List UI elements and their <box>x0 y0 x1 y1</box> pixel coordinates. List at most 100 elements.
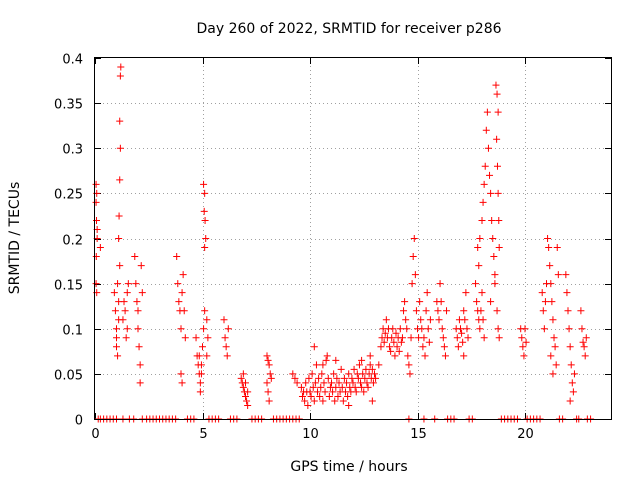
data-point <box>540 325 548 333</box>
data-point <box>192 334 200 342</box>
y-tick-label: 0.05 <box>54 369 83 384</box>
data-point <box>388 334 396 342</box>
data-point <box>567 361 575 369</box>
data-point <box>479 316 487 324</box>
data-point <box>464 334 472 342</box>
data-point <box>488 216 496 224</box>
data-point <box>547 352 555 360</box>
data-point <box>419 343 427 351</box>
data-point <box>138 289 146 297</box>
data-point <box>554 271 562 279</box>
data-point <box>461 316 469 324</box>
data-point <box>115 235 123 242</box>
data-point <box>538 289 546 297</box>
data-point <box>460 352 468 360</box>
data-point <box>411 271 419 279</box>
data-point <box>521 325 529 333</box>
data-point <box>265 361 273 369</box>
data-point <box>136 379 144 387</box>
data-point <box>437 298 445 306</box>
data-point <box>200 180 208 188</box>
data-point <box>462 289 470 297</box>
x-tick-label: 5 <box>199 427 207 442</box>
data-point <box>479 198 487 206</box>
data-point <box>578 325 586 333</box>
data-point <box>113 343 120 351</box>
data-point <box>201 244 209 252</box>
data-point <box>436 280 444 288</box>
data-point <box>345 370 353 378</box>
data-point <box>424 325 432 333</box>
data-point <box>458 329 466 337</box>
data-point <box>329 388 337 396</box>
data-point <box>302 379 310 387</box>
data-point <box>311 379 319 387</box>
data-point <box>312 361 320 369</box>
data-point <box>390 338 398 346</box>
data-point <box>566 397 574 405</box>
data-point <box>317 383 325 391</box>
y-tick-label: 0.1 <box>62 324 83 339</box>
data-point <box>318 370 326 378</box>
data-point <box>405 361 413 369</box>
data-point <box>372 374 380 382</box>
data-point <box>264 356 272 364</box>
chart-title: Day 260 of 2022, SRMTID for receiver p28… <box>196 21 501 37</box>
data-point <box>304 401 312 409</box>
data-point <box>402 316 410 324</box>
data-point <box>539 307 547 315</box>
y-tick-label: 0.35 <box>54 98 83 113</box>
data-point <box>116 176 124 184</box>
data-point <box>495 216 503 224</box>
data-point <box>114 352 122 360</box>
data-point <box>92 198 100 206</box>
data-point <box>478 289 486 297</box>
data-point <box>316 392 324 400</box>
data-point <box>355 361 363 369</box>
data-point <box>242 379 249 387</box>
plot-frame <box>94 57 612 420</box>
data-point <box>417 316 425 324</box>
data-point <box>443 307 451 315</box>
data-point <box>421 352 429 360</box>
data-point <box>418 325 426 333</box>
y-tick-label: 0.4 <box>62 53 83 68</box>
data-point <box>321 388 329 396</box>
data-point <box>339 397 347 405</box>
data-point <box>395 347 403 355</box>
data-point <box>382 316 390 324</box>
data-point <box>562 271 570 279</box>
data-point <box>563 289 571 297</box>
data-point <box>581 352 589 360</box>
x-tick-label: 15 <box>410 427 427 442</box>
data-point <box>325 392 333 400</box>
data-point <box>239 383 247 391</box>
data-point <box>368 397 376 405</box>
data-point <box>409 253 417 261</box>
data-point <box>463 325 471 333</box>
data-point <box>522 338 530 346</box>
data-point <box>337 365 345 373</box>
data-point <box>195 352 203 360</box>
data-point <box>244 388 252 396</box>
data-point <box>177 370 185 378</box>
data-point <box>315 374 323 382</box>
y-tick-label: 0.15 <box>54 279 83 294</box>
data-points <box>92 63 595 423</box>
data-point <box>420 334 428 342</box>
data-point <box>203 352 211 360</box>
data-point <box>491 280 499 288</box>
data-point <box>494 108 502 116</box>
data-point <box>564 307 572 315</box>
data-point <box>482 126 490 134</box>
data-point <box>453 334 461 342</box>
data-point <box>267 374 275 382</box>
data-point <box>220 316 228 324</box>
data-point <box>96 244 104 252</box>
data-point <box>565 325 573 333</box>
data-point <box>541 298 549 306</box>
data-point <box>291 374 299 382</box>
data-point <box>547 280 555 288</box>
data-point <box>473 298 481 306</box>
data-point <box>368 365 376 373</box>
